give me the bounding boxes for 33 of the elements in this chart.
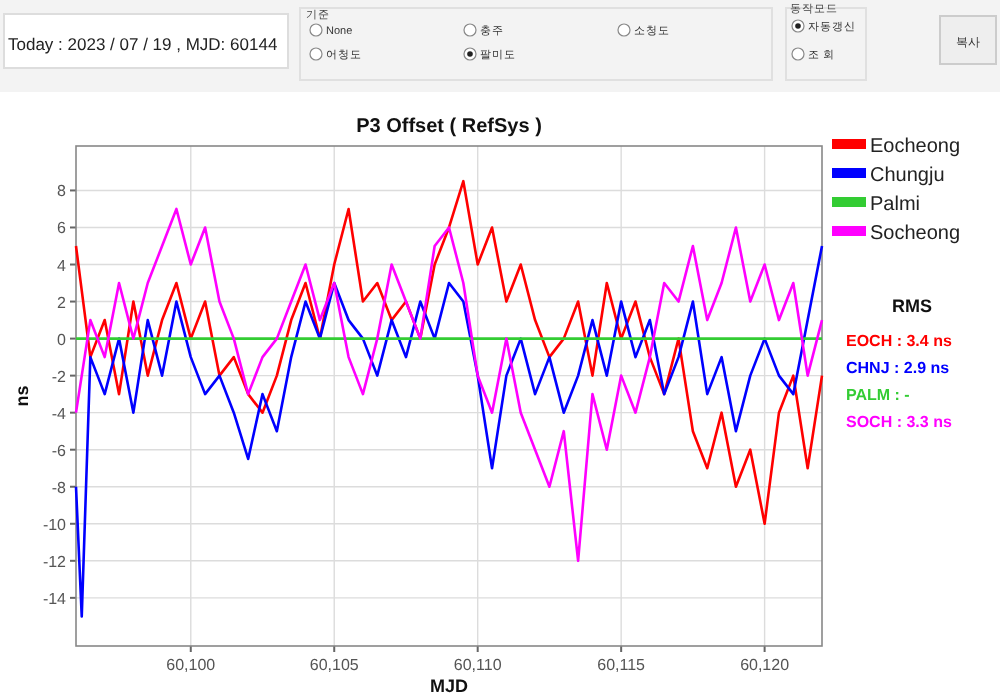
y-tick-label: -12: [42, 552, 68, 571]
y-tick-label: -4: [51, 404, 68, 423]
y-tick-label: 8: [57, 182, 68, 201]
line-series: [74, 207, 824, 563]
y-tick-label: -6: [51, 441, 68, 460]
text: RMS: [892, 296, 932, 316]
y-tick-label: 0: [57, 330, 68, 349]
text: EOCH : 3.4 ns: [846, 332, 953, 350]
y-tick-label: 6: [57, 219, 68, 238]
x-tick-label: 60,115: [597, 656, 647, 674]
text: Today : 2023 / 07 / 19 , MJD: 60144: [8, 34, 278, 54]
legend-label: Chungju: [870, 165, 945, 187]
text: SOCH : 3.3 ns: [846, 413, 953, 431]
y-tick-label: -8: [51, 478, 68, 497]
y-tick-label: 2: [57, 293, 68, 312]
y-tick-label: -2: [51, 367, 68, 386]
legend-label: Eocheong: [870, 136, 961, 158]
chart-title: P3 Offset ( RefSys ): [356, 116, 542, 138]
x-axis-title: MJD: [429, 676, 469, 696]
y-tick-label: -10: [42, 515, 68, 534]
line-series: [74, 244, 824, 618]
x-tick-label: 60,120: [740, 656, 791, 674]
y-tick-label: -14: [42, 589, 68, 608]
y-axis-title: ns: [12, 385, 32, 407]
x-tick-label: 60,105: [309, 656, 360, 674]
legend-label: Socheong: [870, 223, 961, 245]
text: PALM : -: [846, 386, 911, 404]
x-tick-label: 60,100: [166, 656, 217, 674]
y-tick-label: 4: [57, 256, 68, 275]
line-series: [74, 179, 824, 526]
x-tick-label: 60,110: [453, 656, 503, 674]
legend-label: Palmi: [870, 194, 921, 216]
text: CHNJ : 2.9 ns: [846, 359, 951, 377]
